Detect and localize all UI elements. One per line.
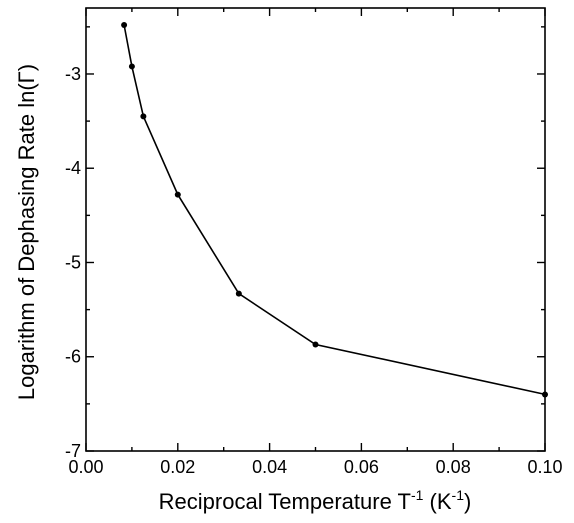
x-tick-label: 0.10 — [527, 457, 562, 477]
y-tick-label: -7 — [65, 441, 81, 461]
data-point — [312, 341, 319, 348]
data-point — [140, 113, 147, 120]
x-tick-label: 0.02 — [160, 457, 195, 477]
y-tick-label: -6 — [65, 347, 81, 367]
data-point — [235, 290, 242, 297]
series-line — [123, 24, 546, 396]
data-points — [121, 21, 548, 398]
y-tick-label: -3 — [65, 64, 81, 84]
x-tick-label: 0.00 — [68, 457, 103, 477]
data-point — [128, 63, 135, 70]
axis-ticks — [85, 8, 546, 452]
x-tick-label: 0.06 — [344, 457, 379, 477]
plot-frame — [85, 7, 546, 452]
tick-labels: 0.00 0.02 0.04 0.06 0.08 0.10 -7 -6 -5 -4 -3 — [65, 64, 563, 477]
x-tick-label: 0.08 — [436, 457, 471, 477]
x-tick-label: 0.04 — [252, 457, 287, 477]
data-point — [174, 191, 181, 198]
y-tick-label: -5 — [65, 252, 81, 272]
data-point — [542, 391, 548, 398]
data-point — [121, 21, 128, 28]
y-tick-label: -4 — [65, 158, 81, 178]
x-axis-label: Reciprocal Temperature T-1 (K-1) — [159, 487, 472, 514]
y-axis-label: Logarithm of Dephasing Rate ln(Γ) — [14, 64, 39, 400]
